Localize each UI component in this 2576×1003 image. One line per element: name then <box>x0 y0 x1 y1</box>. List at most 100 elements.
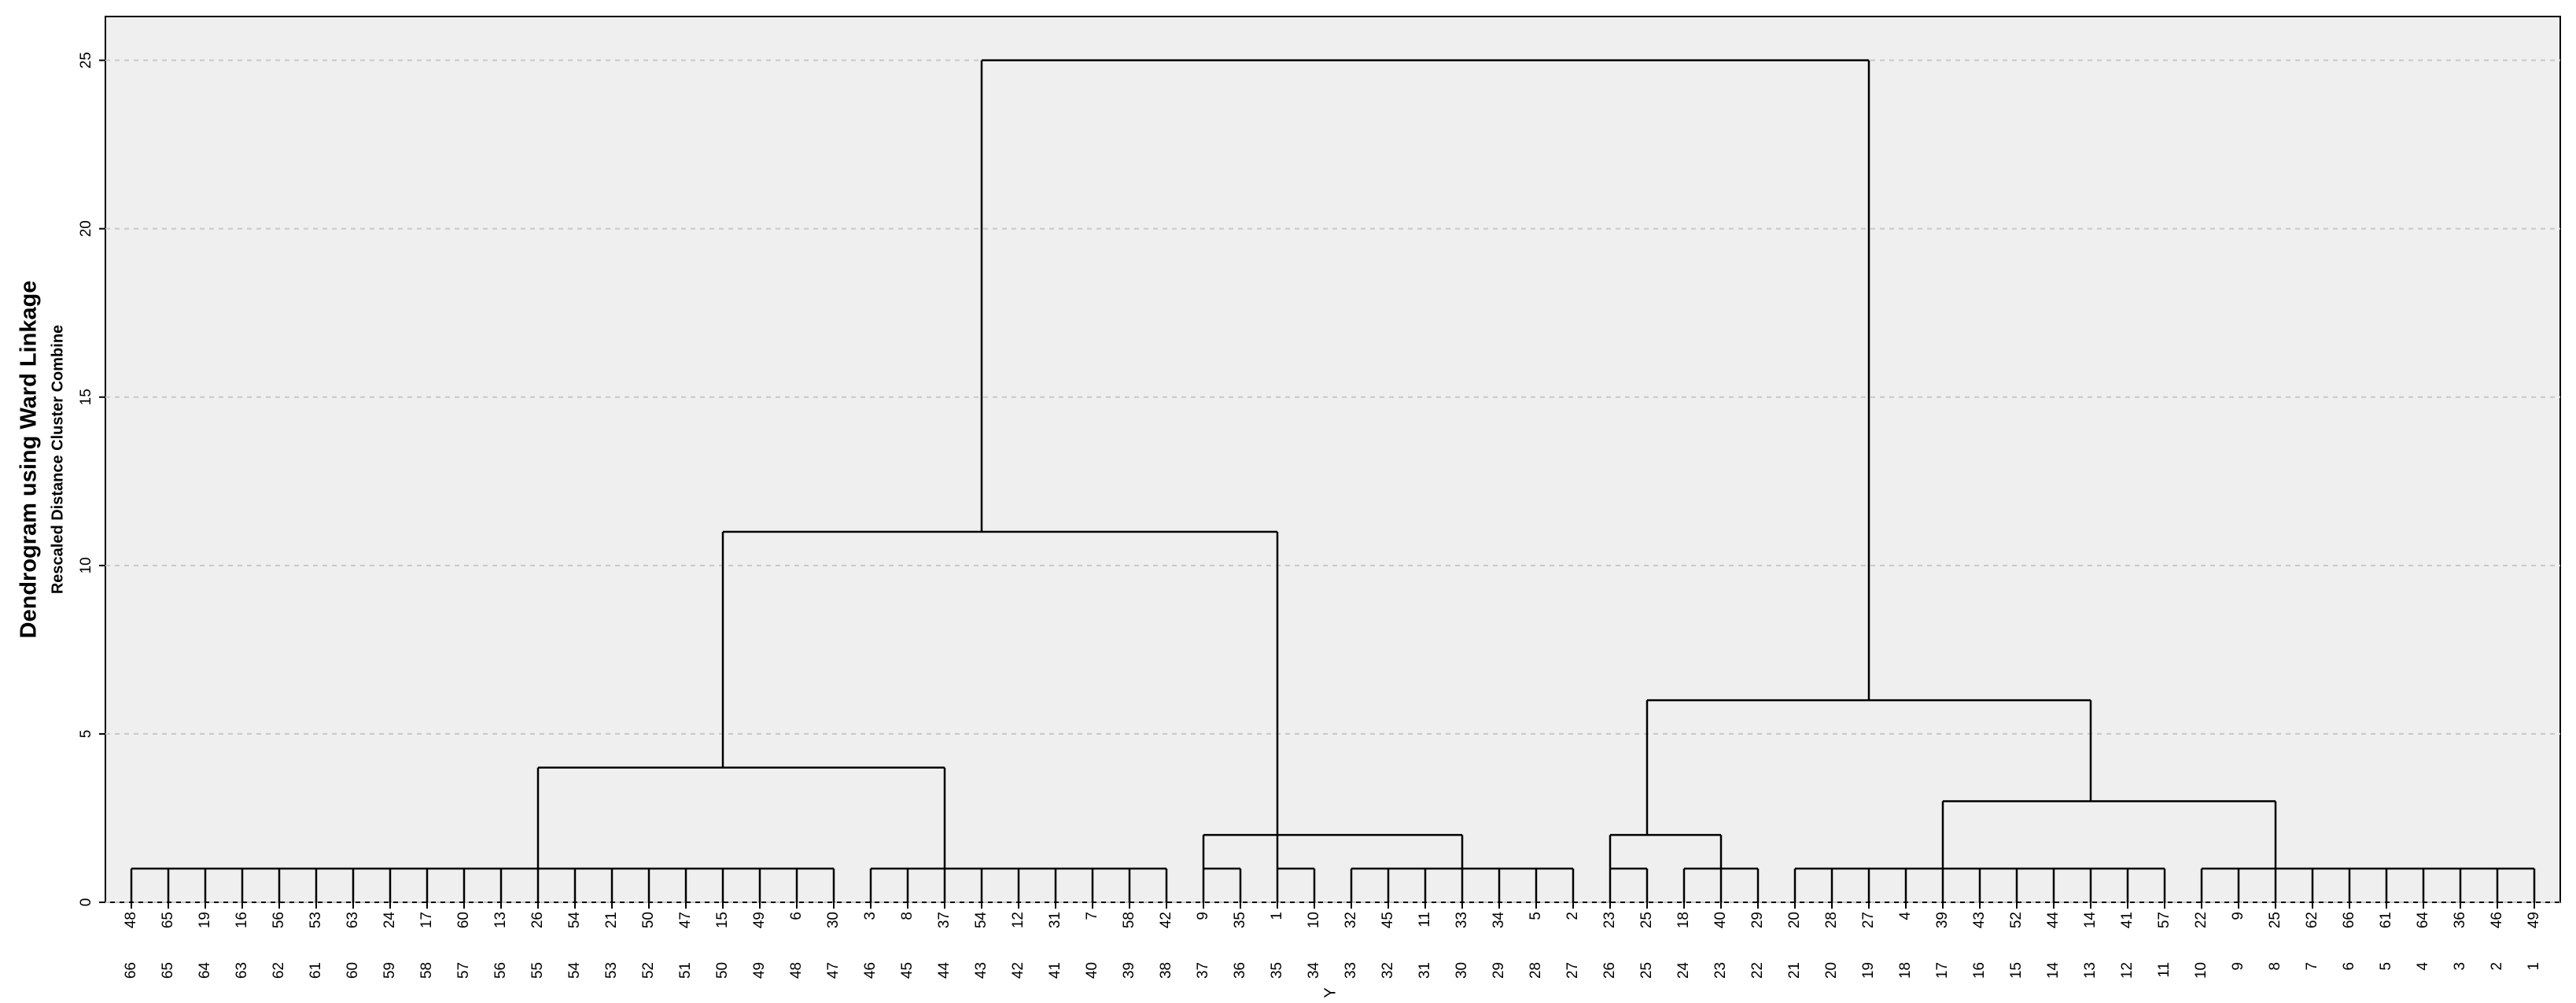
leaf-label: 40 <box>1712 912 1729 928</box>
leaf-id: 50 <box>714 962 731 979</box>
leaf-id: 44 <box>936 962 953 979</box>
leaf-label: 17 <box>418 912 435 928</box>
leaf-id: 11 <box>2156 962 2172 978</box>
leaf-label: 16 <box>234 912 250 928</box>
leaf-id: 35 <box>1269 962 1285 979</box>
leaf-id: 34 <box>1306 962 1322 979</box>
leaf-label: 24 <box>381 912 398 929</box>
leaf-id: 38 <box>1158 962 1174 979</box>
leaf-label: 60 <box>455 912 472 928</box>
leaf-id: 36 <box>1232 962 1248 979</box>
leaf-label: 25 <box>1638 912 1655 928</box>
leaf-label: 47 <box>677 912 694 928</box>
leaf-label: 46 <box>2489 912 2505 928</box>
y-tick-label: 25 <box>78 52 94 68</box>
leaf-id: 6 <box>2341 962 2357 971</box>
y-tick-label: 0 <box>78 898 94 907</box>
leaf-label: 50 <box>640 912 657 928</box>
leaf-id: 64 <box>197 962 213 979</box>
chart-title: Dendrogram using Ward Linkage <box>17 281 42 639</box>
leaf-id: 65 <box>160 962 176 979</box>
leaf-label: 49 <box>751 912 768 928</box>
leaf-label: 64 <box>2415 912 2431 929</box>
leaf-id: 3 <box>2452 962 2468 971</box>
leaf-label: 30 <box>825 912 842 928</box>
leaf-label: 63 <box>345 912 361 928</box>
leaf-label: 10 <box>1306 912 1322 928</box>
leaf-id: 7 <box>2304 962 2320 971</box>
leaf-id: 41 <box>1047 962 1063 979</box>
y-tick-label: 5 <box>78 730 94 739</box>
x-axis-label: Y <box>1321 987 1339 997</box>
leaf-label: 44 <box>2045 912 2062 929</box>
leaf-label: 33 <box>1454 912 1470 928</box>
leaf-label: 62 <box>2304 912 2320 928</box>
leaf-label: 43 <box>1971 912 1988 928</box>
leaf-id: 61 <box>308 962 324 979</box>
leaf-label: 61 <box>2378 912 2394 928</box>
leaf-id: 16 <box>1971 962 1988 979</box>
leaf-id: 14 <box>2045 962 2062 979</box>
leaf-label: 3 <box>862 912 879 920</box>
leaf-label: 58 <box>1121 912 1137 928</box>
leaf-label: 49 <box>2526 912 2542 928</box>
leaf-id: 55 <box>529 962 546 979</box>
leaf-label: 29 <box>1749 912 1766 928</box>
leaf-label: 42 <box>1158 912 1174 928</box>
leaf-label: 14 <box>2082 912 2099 929</box>
leaf-label: 57 <box>2156 912 2172 928</box>
leaf-id: 37 <box>1195 962 1211 979</box>
leaf-id: 57 <box>455 962 472 979</box>
leaf-id: 45 <box>899 962 916 979</box>
leaf-id: 58 <box>418 962 435 979</box>
leaf-label: 39 <box>1934 912 1951 928</box>
leaf-label: 8 <box>899 912 916 920</box>
leaf-label: 19 <box>197 912 213 928</box>
leaf-id: 66 <box>123 962 139 979</box>
leaf-id: 47 <box>825 962 842 979</box>
leaf-id: 60 <box>345 962 361 979</box>
leaf-id: 26 <box>1601 962 1618 979</box>
leaf-label: 54 <box>566 912 583 929</box>
leaf-id: 49 <box>751 962 768 979</box>
leaf-id: 15 <box>2008 962 2025 979</box>
leaf-id: 40 <box>1084 962 1100 979</box>
leaf-id: 62 <box>271 962 287 979</box>
leaf-label: 11 <box>1417 912 1433 927</box>
leaf-id: 8 <box>2267 962 2283 971</box>
leaf-id: 23 <box>1712 962 1729 979</box>
leaf-label: 53 <box>308 912 324 928</box>
leaf-id: 25 <box>1638 962 1655 979</box>
leaf-label: 4 <box>1897 912 1914 920</box>
leaf-id: 53 <box>603 962 620 979</box>
leaf-id: 31 <box>1417 962 1433 979</box>
leaf-id: 5 <box>2378 962 2394 971</box>
leaf-label: 32 <box>1343 912 1359 928</box>
leaf-id: 13 <box>2082 962 2099 979</box>
leaf-label: 48 <box>123 912 139 928</box>
leaf-id: 27 <box>1564 962 1581 979</box>
leaf-label: 36 <box>2452 912 2468 928</box>
leaf-label: 31 <box>1047 912 1063 928</box>
leaf-label: 9 <box>1195 912 1211 920</box>
leaf-id: 9 <box>2230 962 2246 971</box>
leaf-id: 52 <box>640 962 657 979</box>
leaf-id: 43 <box>973 962 989 979</box>
leaf-id: 19 <box>1860 962 1877 979</box>
leaf-id: 24 <box>1675 962 1692 979</box>
leaf-id: 21 <box>1786 962 1803 979</box>
leaf-id: 12 <box>2119 962 2136 979</box>
y-tick-label: 10 <box>78 557 94 573</box>
leaf-label: 18 <box>1675 912 1692 928</box>
leaf-id: 18 <box>1897 962 1914 979</box>
leaf-id: 1 <box>2526 962 2542 971</box>
leaf-label: 12 <box>1010 912 1026 928</box>
leaf-id: 42 <box>1010 962 1026 979</box>
leaf-label: 28 <box>1823 912 1840 928</box>
leaf-id: 54 <box>566 962 583 979</box>
leaf-id: 63 <box>234 962 250 979</box>
leaf-label: 22 <box>2193 912 2209 928</box>
leaf-label: 7 <box>1084 912 1100 920</box>
leaf-id: 32 <box>1380 962 1396 979</box>
